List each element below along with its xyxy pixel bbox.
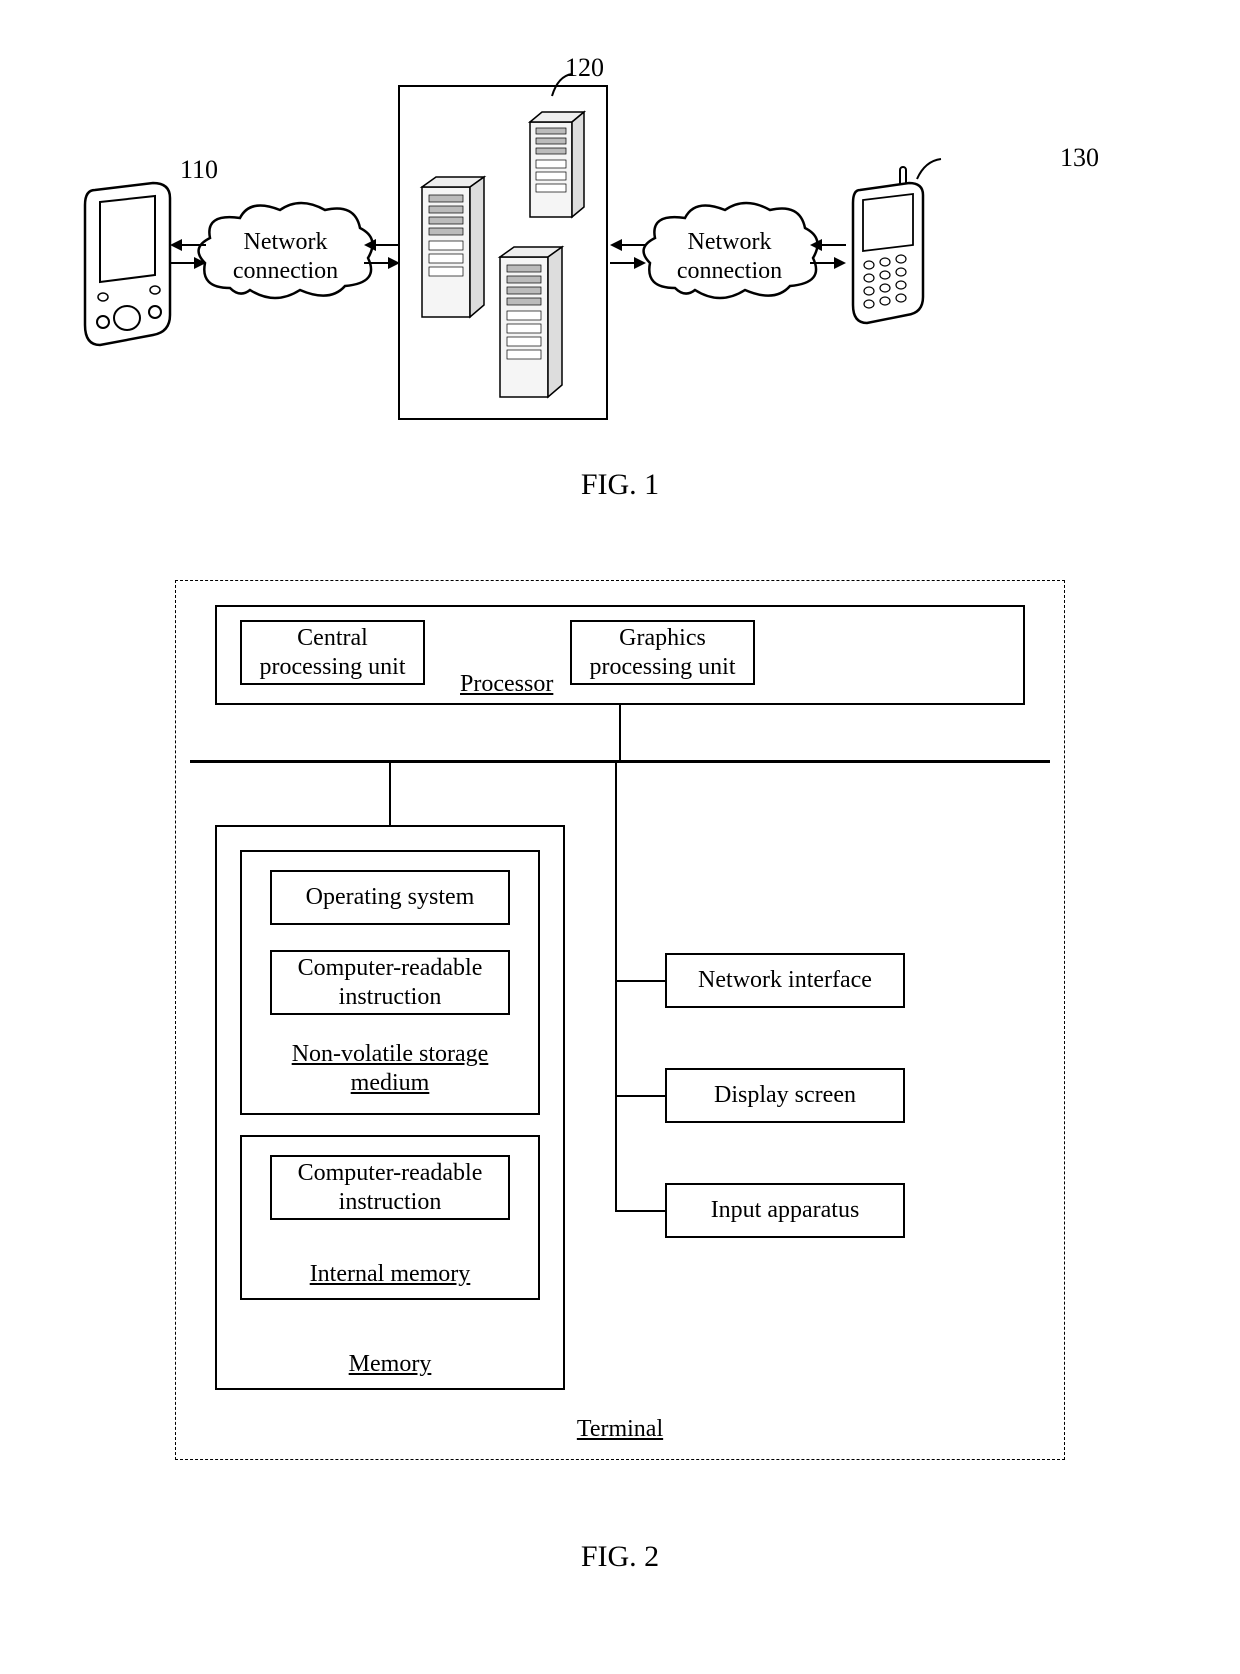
ref-110: 110 <box>180 155 218 185</box>
leader-130 <box>915 155 945 185</box>
bus-connector-processor <box>619 705 621 761</box>
internal-memory-label: Internal memory <box>295 1260 485 1289</box>
display-screen-box: Display screen <box>665 1068 905 1123</box>
arrow-left-1 <box>168 235 208 275</box>
cpu-box: Central processing unit <box>240 620 425 685</box>
readable-instruction-box-2: Computer-readable instruction <box>270 1155 510 1220</box>
nonvolatile-label: Non-volatile storage medium <box>270 1040 510 1098</box>
terminal-label: Terminal <box>175 1415 1065 1444</box>
arrow-right-2 <box>808 235 848 275</box>
phone-device-icon <box>845 165 940 335</box>
arrow-left-2 <box>362 235 402 275</box>
connector-display <box>615 1095 665 1097</box>
fig2-caption: FIG. 2 <box>0 1540 1240 1574</box>
input-apparatus-box: Input apparatus <box>665 1183 905 1238</box>
fig1-caption: FIG. 1 <box>0 468 1240 502</box>
readable-instruction-box-1: Computer-readable instruction <box>270 950 510 1015</box>
os-box: Operating system <box>270 870 510 925</box>
network-connection-label-left: Network connection <box>228 228 343 286</box>
network-connection-label-right: Network connection <box>672 228 787 286</box>
server-cluster-box <box>398 85 608 420</box>
network-interface-box: Network interface <box>665 953 905 1008</box>
connector-input <box>615 1210 665 1212</box>
ref-130: 130 <box>1060 143 1099 173</box>
leader-120 <box>550 68 580 98</box>
figure-1: 110 120 130 Network connection <box>60 50 1180 530</box>
bus-connector-memory <box>389 762 391 825</box>
gpu-box: Graphics processing unit <box>570 620 755 685</box>
figure-2: Central processing unit Processor Graphi… <box>175 580 1065 1530</box>
connector-netif <box>615 980 665 982</box>
bus-connector-right <box>615 762 617 1210</box>
processor-label: Processor <box>460 670 553 699</box>
memory-label: Memory <box>335 1350 445 1379</box>
